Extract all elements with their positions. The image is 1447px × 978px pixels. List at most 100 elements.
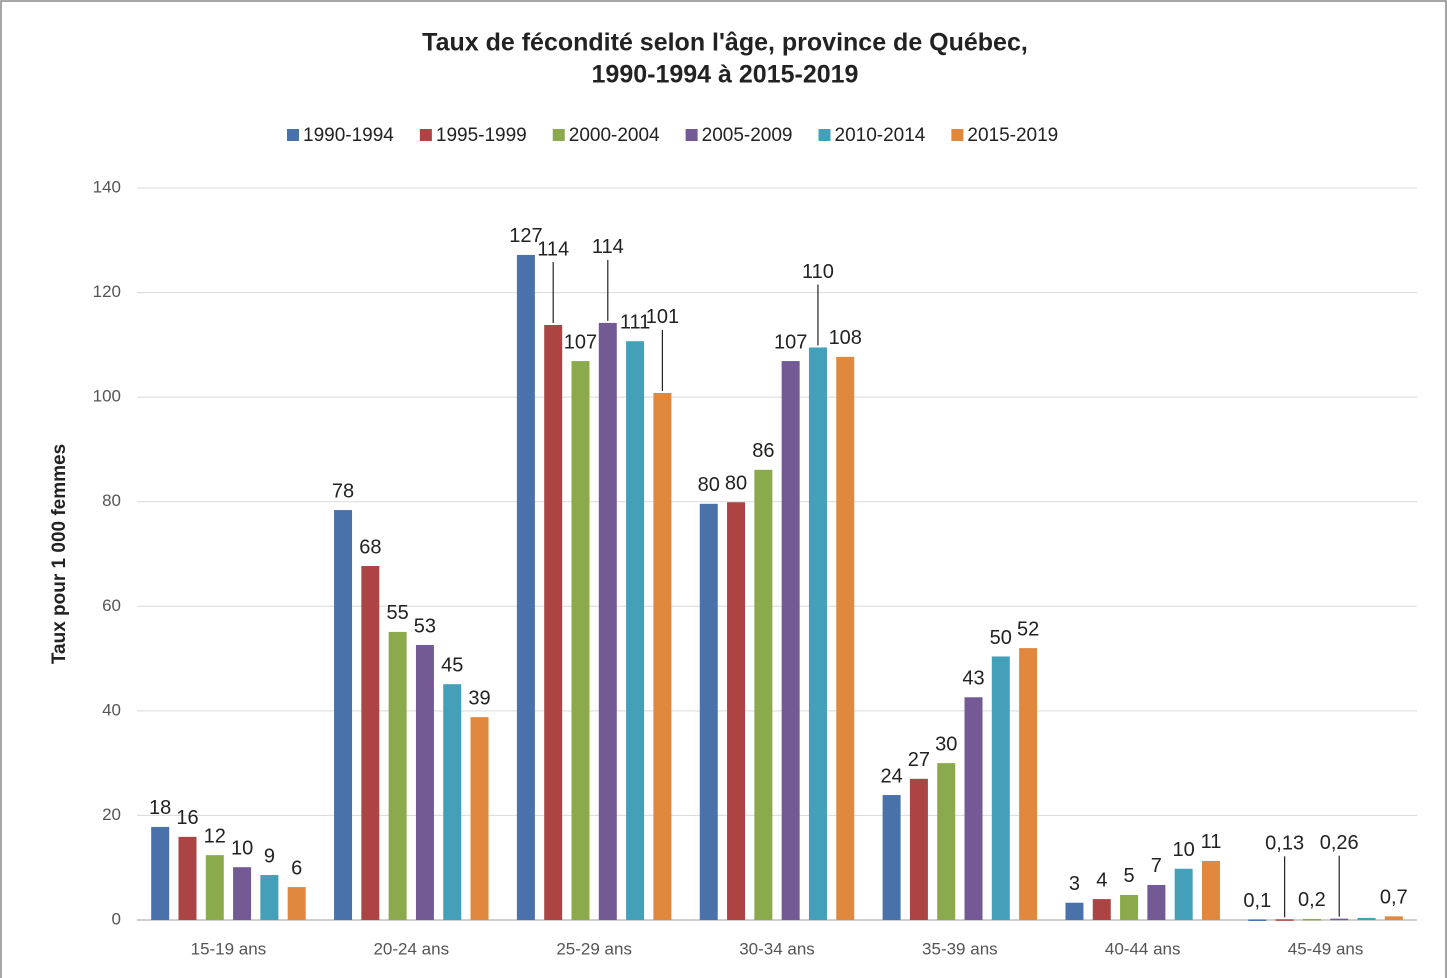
- value-label: 86: [752, 440, 774, 462]
- y-tick-label: 40: [102, 700, 121, 719]
- value-label: 43: [962, 668, 984, 690]
- y-tick-label: 80: [102, 491, 121, 510]
- bar: [470, 717, 489, 920]
- legend-label: 2000-2004: [569, 125, 660, 146]
- value-label: 110: [802, 261, 834, 283]
- bar: [516, 254, 535, 920]
- bar: [1092, 899, 1111, 920]
- bar: [1248, 919, 1267, 921]
- value-label: 5: [1124, 865, 1135, 887]
- value-label: 80: [698, 474, 720, 496]
- bar: [361, 566, 380, 920]
- bar: [334, 510, 353, 920]
- bar: [1120, 894, 1139, 920]
- legend-label: 2010-2014: [835, 125, 926, 146]
- value-label: 10: [231, 837, 253, 859]
- bar: [964, 697, 983, 920]
- x-tick-label: 20-24 ans: [373, 939, 449, 958]
- value-label: 45: [441, 654, 463, 676]
- legend-label: 1990-1994: [303, 125, 394, 146]
- legend-swatch: [287, 129, 299, 141]
- value-label: 11: [1201, 831, 1222, 853]
- bar: [178, 836, 197, 920]
- value-label: 4: [1096, 869, 1107, 891]
- value-label: 55: [387, 602, 409, 624]
- bar: [781, 361, 800, 921]
- x-tick-label: 40-44 ans: [1105, 939, 1181, 958]
- legend-swatch: [818, 129, 831, 141]
- legend-swatch: [951, 129, 964, 141]
- value-label: 0,7: [1380, 887, 1408, 909]
- bar: [1147, 884, 1166, 920]
- value-label: 107: [774, 331, 807, 353]
- value-label: 114: [592, 236, 624, 258]
- y-tick-label: 0: [112, 909, 121, 928]
- bar: [1201, 860, 1220, 920]
- value-label: 108: [829, 327, 862, 349]
- bar: [836, 356, 855, 921]
- y-tick-label: 120: [93, 282, 121, 301]
- bar: [699, 503, 718, 920]
- legend-label: 2005-2009: [702, 125, 793, 146]
- bar: [882, 795, 901, 920]
- value-label: 0,13: [1265, 833, 1304, 855]
- value-label: 12: [204, 825, 226, 847]
- value-label: 9: [264, 845, 275, 867]
- value-label: 0,1: [1243, 890, 1271, 912]
- value-label: 6: [291, 857, 302, 879]
- value-label: 50: [990, 627, 1012, 649]
- bar: [443, 684, 462, 920]
- bar: [937, 763, 956, 920]
- bar: [1384, 916, 1403, 920]
- chart-title: 1990-1994 à 2015-2019: [592, 61, 859, 89]
- bar: [991, 656, 1010, 920]
- value-label: 27: [908, 749, 930, 771]
- bar: [653, 392, 672, 921]
- value-label: 18: [149, 797, 171, 819]
- y-tick-label: 20: [102, 805, 121, 824]
- value-label: 80: [725, 473, 747, 495]
- value-label: 10: [1173, 839, 1195, 861]
- bar: [1174, 868, 1193, 920]
- bar: [388, 631, 407, 920]
- x-tick-label: 35-39 ans: [922, 939, 998, 958]
- value-label: 0,2: [1298, 889, 1326, 911]
- legend-label: 1995-1999: [436, 125, 527, 146]
- y-axis-title: Taux pour 1 000 femmes: [49, 444, 70, 664]
- bar: [1019, 648, 1038, 920]
- bar: [727, 502, 746, 920]
- bar: [151, 826, 170, 920]
- bar: [205, 855, 224, 920]
- bar: [544, 324, 563, 920]
- x-tick-label: 30-34 ans: [739, 939, 815, 958]
- value-label: 53: [414, 615, 436, 637]
- value-label: 16: [176, 807, 198, 829]
- bar: [626, 341, 645, 920]
- value-label: 24: [880, 765, 902, 787]
- value-label: 3: [1069, 873, 1080, 895]
- bar: [1302, 918, 1321, 921]
- value-label: 0,26: [1320, 832, 1359, 854]
- legend-swatch: [419, 129, 432, 141]
- x-tick-label: 15-19 ans: [191, 939, 267, 958]
- chart-title: Taux de fécondité selon l'âge, province …: [422, 29, 1028, 57]
- legend-swatch: [552, 129, 565, 141]
- bar: [287, 887, 306, 920]
- value-label: 30: [935, 733, 957, 755]
- value-label: 107: [564, 331, 597, 353]
- bar: [1275, 919, 1294, 921]
- legend-label: 2015-2019: [967, 125, 1058, 146]
- bar: [598, 322, 617, 920]
- value-label: 127: [509, 225, 542, 247]
- bar: [1357, 917, 1376, 920]
- x-tick-label: 25-29 ans: [556, 939, 632, 958]
- y-tick-label: 140: [93, 177, 121, 196]
- bar: [571, 361, 590, 921]
- value-label: 52: [1017, 618, 1039, 640]
- value-label: 78: [332, 480, 354, 502]
- bar: [909, 778, 928, 920]
- legend-swatch: [685, 129, 698, 141]
- y-tick-label: 60: [102, 596, 121, 615]
- bar: [415, 644, 434, 920]
